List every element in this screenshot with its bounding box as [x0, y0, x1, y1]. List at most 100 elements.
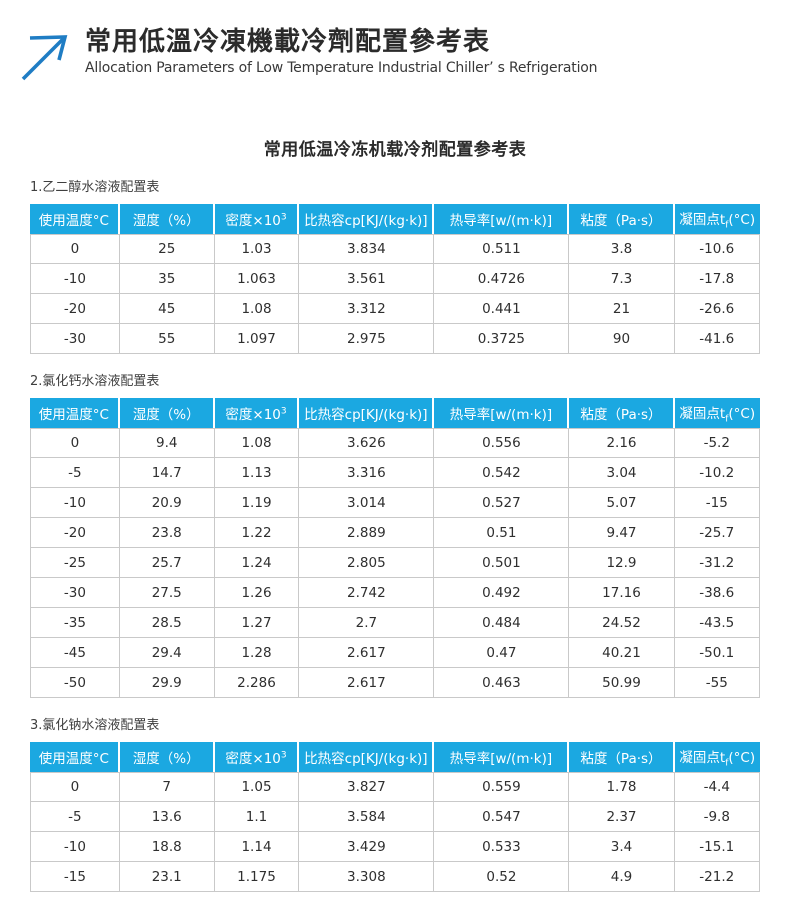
table-cell: 0: [30, 772, 120, 802]
table-cell: 2.889: [299, 518, 435, 548]
table-cell: -50.1: [674, 638, 760, 668]
table-cell: -38.6: [674, 578, 760, 608]
table-cell: 1.1: [214, 802, 300, 832]
table-cell: 18.8: [119, 832, 215, 862]
col-header-humidity: 湿度（%）: [119, 742, 215, 772]
table-cell: -30: [30, 324, 120, 354]
table-cell: 0.542: [434, 458, 570, 488]
table-cell: 1.097: [214, 324, 300, 354]
document-title: 常用低温冷冻机载冷剂配置参考表: [263, 140, 527, 160]
table-cell: -35: [30, 608, 120, 638]
table-cell: 1.03: [214, 234, 300, 264]
table-cell: 20.9: [119, 488, 215, 518]
table-cell: 0.463: [434, 668, 570, 698]
table-header-row: 使用温度°C 湿度（%） 密度×103 比热容cp[KJ/(kg·k)] 热导率…: [30, 398, 760, 428]
section-calcium-chloride: 2.氯化钙水溶液配置表 使用温度°C 湿度（%） 密度×103 比热容cp[KJ…: [0, 370, 790, 698]
table-cell: 2.805: [299, 548, 435, 578]
table-cell: -45: [30, 638, 120, 668]
table-cell: 12.9: [569, 548, 675, 578]
table-cell: 0: [30, 234, 120, 264]
brand-text: 常用低溫冷凍機載冷劑配置參考表 Allocation Parameters of…: [85, 27, 598, 76]
table-cell: 1.24: [214, 548, 300, 578]
table-cell: 3.827: [299, 772, 435, 802]
table-cell: -50: [30, 668, 120, 698]
table-cell: 9.47: [569, 518, 675, 548]
table-cell: 21: [569, 294, 675, 324]
table-cell: 0.492: [434, 578, 570, 608]
table-cell: 0.441: [434, 294, 570, 324]
table-row: -15 23.1 1.175 3.308 0.52 4.9 -21.2: [30, 862, 760, 892]
col-header-viscosity: 粘度（Pa·s）: [569, 742, 675, 772]
section-label: 2.氯化钙水溶液配置表: [30, 374, 160, 389]
table-cell: 25: [119, 234, 215, 264]
table-cell: -20: [30, 518, 120, 548]
table-cell: 3.834: [299, 234, 435, 264]
table-cell: 5.07: [569, 488, 675, 518]
col-header-heat-capacity: 比热容cp[KJ/(kg·k)]: [299, 398, 435, 428]
table-cell: -41.6: [674, 324, 760, 354]
col-header-temp: 使用温度°C: [30, 742, 120, 772]
table-cell: 3.626: [299, 428, 435, 458]
table-row: -10 20.9 1.19 3.014 0.527 5.07 -15: [30, 488, 760, 518]
table-cell: 9.4: [119, 428, 215, 458]
table-cell: -30: [30, 578, 120, 608]
table-header-row: 使用温度°C 湿度（%） 密度×103 比热容cp[KJ/(kg·k)] 热导率…: [30, 742, 760, 772]
table-cell: 45: [119, 294, 215, 324]
table-cell: 0.527: [434, 488, 570, 518]
table-row: -50 29.9 2.286 2.617 0.463 50.99 -55: [30, 668, 760, 698]
table-row: 0 7 1.05 3.827 0.559 1.78 -4.4: [30, 772, 760, 802]
table-cell: 3.8: [569, 234, 675, 264]
col-header-humidity: 湿度（%）: [119, 398, 215, 428]
data-table-ethylene-glycol: 使用温度°C 湿度（%） 密度×103 比热容cp[KJ/(kg·k)] 热导率…: [30, 204, 760, 354]
table-cell: 7.3: [569, 264, 675, 294]
table-cell: -43.5: [674, 608, 760, 638]
table-cell: 2.617: [299, 668, 435, 698]
table-row: -20 45 1.08 3.312 0.441 21 -26.6: [30, 294, 760, 324]
table-cell: 4.9: [569, 862, 675, 892]
col-header-density: 密度×103: [214, 204, 300, 234]
table-cell: 0: [30, 428, 120, 458]
table-cell: 2.286: [214, 668, 300, 698]
table-row: 0 9.4 1.08 3.626 0.556 2.16 -5.2: [30, 428, 760, 458]
section-ethylene-glycol: 1.乙二醇水溶液配置表 使用温度°C 湿度（%） 密度×103 比热容cp[KJ…: [0, 176, 790, 354]
table-cell: 25.7: [119, 548, 215, 578]
table-row: -5 13.6 1.1 3.584 0.547 2.37 -9.8: [30, 802, 760, 832]
table-cell: 35: [119, 264, 215, 294]
table-cell: 0.4726: [434, 264, 570, 294]
data-table-calcium-chloride: 使用温度°C 湿度（%） 密度×103 比热容cp[KJ/(kg·k)] 热导率…: [30, 398, 760, 698]
col-header-density: 密度×103: [214, 398, 300, 428]
table-cell: -15: [674, 488, 760, 518]
brand-title: 常用低溫冷凍機載冷劑配置參考表: [85, 27, 491, 57]
table-row: -30 27.5 1.26 2.742 0.492 17.16 -38.6: [30, 578, 760, 608]
table-cell: -5: [30, 458, 120, 488]
table-cell: 13.6: [119, 802, 215, 832]
col-header-temp: 使用温度°C: [30, 204, 120, 234]
table-cell: 3.014: [299, 488, 435, 518]
table-cell: -4.4: [674, 772, 760, 802]
table-cell: 50.99: [569, 668, 675, 698]
table-cell: 1.26: [214, 578, 300, 608]
table-row: 0 25 1.03 3.834 0.511 3.8 -10.6: [30, 234, 760, 264]
arrow-up-right-icon: [17, 27, 77, 85]
table-cell: 40.21: [569, 638, 675, 668]
table-row: -35 28.5 1.27 2.7 0.484 24.52 -43.5: [30, 608, 760, 638]
table-cell: 29.9: [119, 668, 215, 698]
table-cell: -5: [30, 802, 120, 832]
table-cell: 2.16: [569, 428, 675, 458]
table-cell: 1.063: [214, 264, 300, 294]
table-cell: -9.8: [674, 802, 760, 832]
col-header-freezing-point: 凝固点tf(°C): [674, 742, 760, 772]
table-cell: 17.16: [569, 578, 675, 608]
table-cell: 2.617: [299, 638, 435, 668]
col-header-conductivity: 热导率[w/(m·k)]: [434, 204, 570, 234]
data-table-sodium-chloride: 使用温度°C 湿度（%） 密度×103 比热容cp[KJ/(kg·k)] 热导率…: [30, 742, 760, 892]
table-cell: 90: [569, 324, 675, 354]
table-cell: -17.8: [674, 264, 760, 294]
section-label: 1.乙二醇水溶液配置表: [30, 180, 160, 195]
table-cell: 2.742: [299, 578, 435, 608]
table-header-row: 使用温度°C 湿度（%） 密度×103 比热容cp[KJ/(kg·k)] 热导率…: [30, 204, 760, 234]
table-cell: 1.27: [214, 608, 300, 638]
table-row: -25 25.7 1.24 2.805 0.501 12.9 -31.2: [30, 548, 760, 578]
table-cell: 1.13: [214, 458, 300, 488]
